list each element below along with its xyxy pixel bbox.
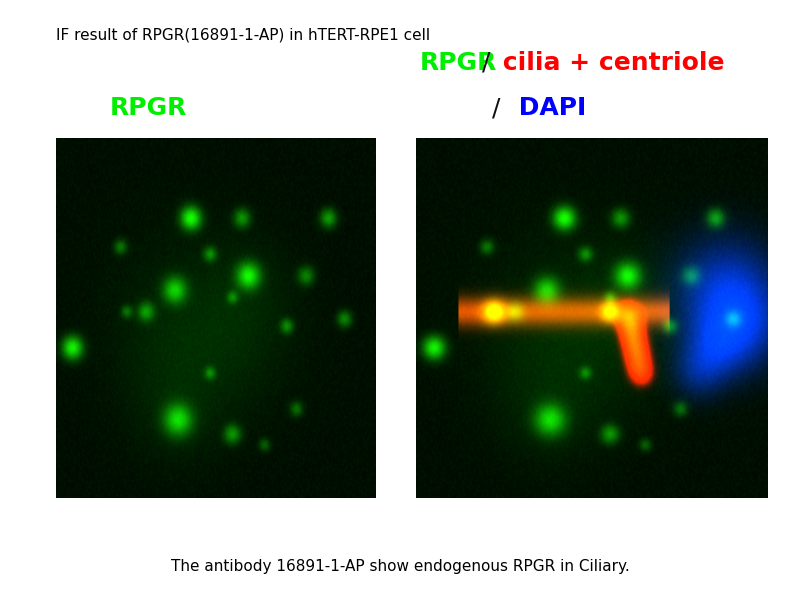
Text: /: /: [492, 96, 500, 120]
Text: /: /: [474, 51, 490, 75]
Text: The antibody 16891-1-AP show endogenous RPGR in Ciliary.: The antibody 16891-1-AP show endogenous …: [170, 559, 630, 575]
Text: IF result of RPGR(16891-1-AP) in hTERT-RPE1 cell: IF result of RPGR(16891-1-AP) in hTERT-R…: [56, 27, 430, 42]
Text: DAPI: DAPI: [510, 96, 586, 120]
Text: RPGR: RPGR: [110, 96, 186, 120]
Text: cilia + centriole: cilia + centriole: [494, 51, 725, 75]
Text: RPGR: RPGR: [420, 51, 498, 75]
